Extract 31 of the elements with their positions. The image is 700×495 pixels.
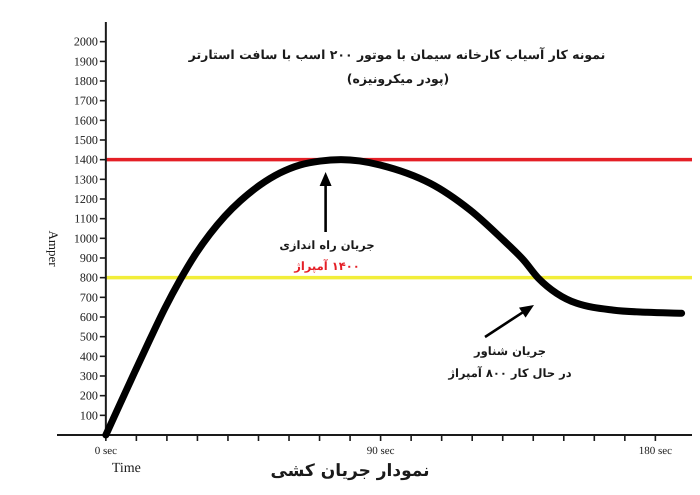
y-tick-label: 700 [80, 290, 98, 304]
ref-line-label: ۱۴۰۰ آمپراژ [293, 259, 360, 273]
y-tick-label: 2000 [74, 34, 98, 49]
y-tick-label: 1700 [74, 94, 98, 108]
y-tick-label: 400 [80, 349, 98, 364]
y-tick-label: 100 [80, 408, 98, 422]
x-axis-title: Time [112, 461, 141, 476]
y-tick-label: 1500 [74, 133, 98, 147]
y-tick-label: 900 [80, 251, 98, 265]
y-tick-label: 1800 [74, 74, 98, 88]
y-tick-label: 300 [80, 369, 98, 383]
text: نمونه کار آسیاب کارخانه سیمان با موتور ۲۰۰ اسب با سافت استارتر [188, 47, 606, 63]
x-tick-label: 90 sec [366, 445, 395, 457]
annotation: جریان راه اندازی [279, 238, 375, 252]
text: (پودر میکرونیزه) [346, 71, 450, 87]
y-axis-title: Amper [46, 230, 61, 268]
x-tick-label: 180 sec [638, 445, 672, 457]
y-tick-label: 200 [80, 388, 98, 403]
y-tick-label: 1200 [74, 192, 98, 206]
x-tick-label: 0 sec [94, 445, 118, 457]
y-tick-label: 1900 [74, 54, 98, 68]
y-tick-label: 1300 [74, 172, 98, 186]
y-tick-label: 1400 [74, 152, 98, 167]
annotation: جریان شناور در حال کار ۸۰۰ آمپراژ [447, 344, 572, 380]
y-tick-label: 500 [80, 330, 98, 344]
y-tick-label: 1100 [74, 212, 98, 226]
y-tick-label: 1600 [74, 113, 98, 128]
y-tick-label: 600 [80, 310, 98, 324]
y-tick-label: 800 [80, 270, 98, 285]
text: نمودار جریان کشی [270, 461, 430, 481]
y-tick-label: 1000 [74, 231, 98, 246]
